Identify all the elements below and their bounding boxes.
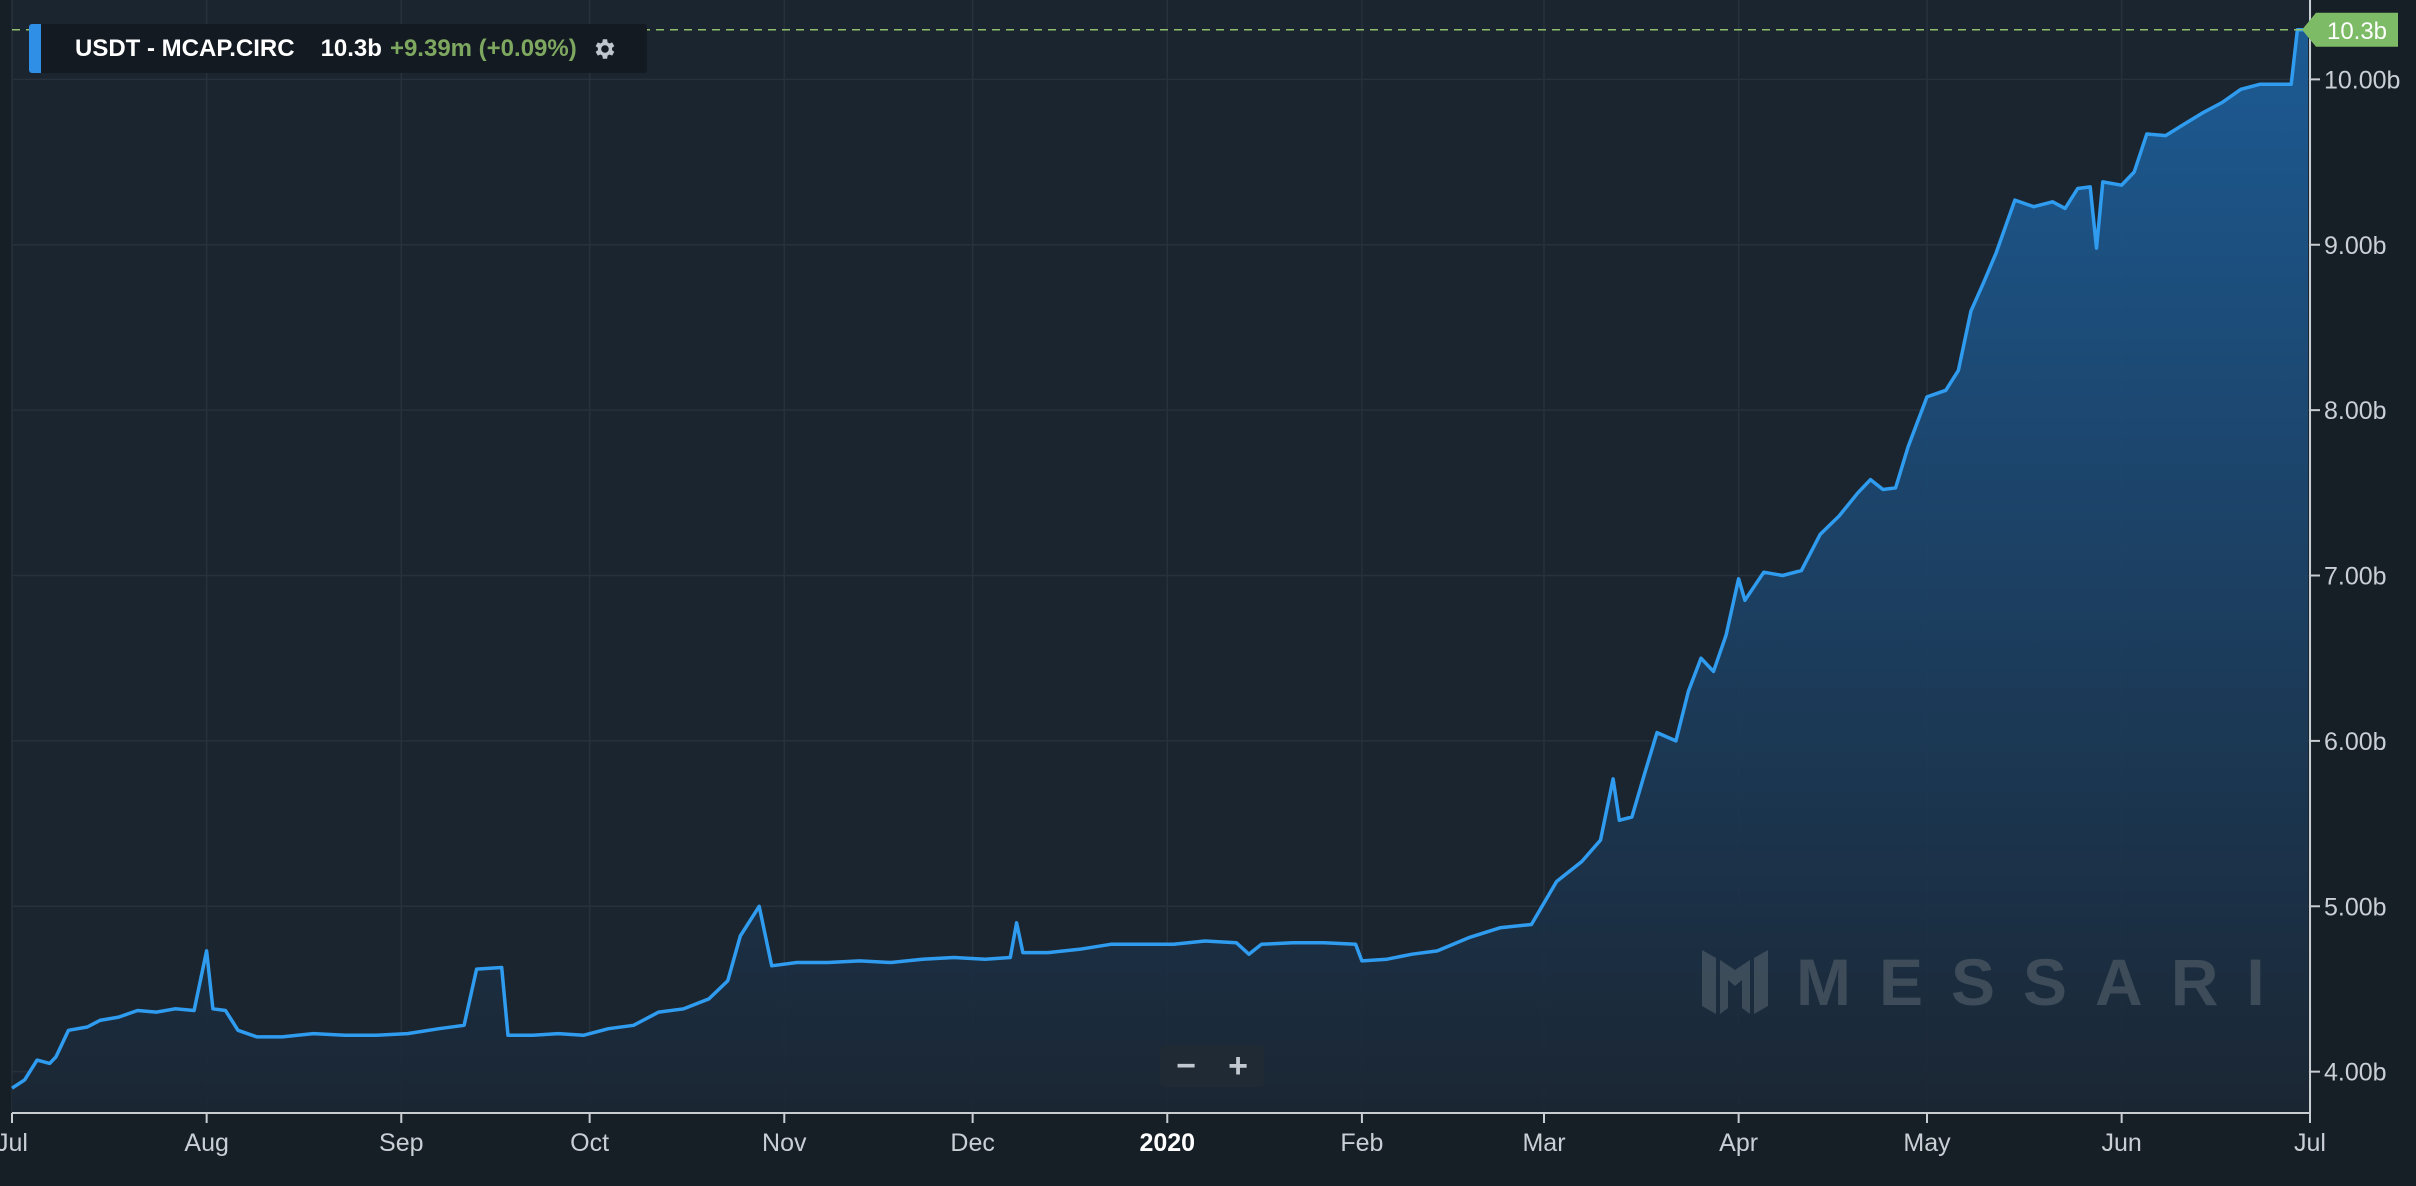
- x-tick-label: Aug: [184, 1129, 228, 1157]
- x-tick-label: Feb: [1340, 1129, 1383, 1157]
- series-color-swatch: [29, 24, 41, 73]
- x-tick-label: Apr: [1719, 1129, 1758, 1157]
- price-tag-label: 10.3b: [2327, 18, 2387, 45]
- series-line: [11, 28, 2308, 1090]
- x-tick-label: Mar: [1522, 1129, 1565, 1157]
- x-tick-label: Oct: [570, 1129, 609, 1157]
- x-tick-label: Jul: [0, 1129, 28, 1157]
- zoom-in-button[interactable]: +: [1228, 1047, 1248, 1085]
- y-tick-label: 5.00b: [2324, 893, 2387, 921]
- x-tick-label: Jun: [2101, 1129, 2141, 1157]
- series-legend: USDT - MCAP.CIRC 10.3b +9.39m (+0.09%): [29, 24, 647, 73]
- x-tick-label: Nov: [762, 1129, 807, 1157]
- series-name: USDT - MCAP.CIRC: [75, 34, 295, 62]
- zoom-controls: − +: [1160, 1045, 1264, 1087]
- y-tick-label: 6.00b: [2324, 728, 2387, 756]
- y-tick-label: 10.00b: [2324, 66, 2400, 94]
- y-tick-label: 9.00b: [2324, 232, 2387, 260]
- gear-icon[interactable]: [591, 36, 617, 62]
- x-tick-label: 2020: [1139, 1129, 1195, 1157]
- y-tick-label: 7.00b: [2324, 563, 2387, 591]
- x-tick-label: Jul: [2294, 1129, 2326, 1157]
- zoom-out-button[interactable]: −: [1176, 1047, 1196, 1085]
- price-tag-shape: [2302, 12, 2398, 47]
- x-tick-label: Sep: [379, 1129, 423, 1157]
- watermark-text: MESSARI: [1796, 945, 2293, 1019]
- series-current-value: 10.3b: [320, 34, 382, 62]
- last-value-tag: 10.3b: [2302, 12, 2398, 47]
- series-change: +9.39m (+0.09%): [389, 34, 577, 62]
- x-tick-label: Dec: [950, 1129, 994, 1157]
- messari-watermark: MESSARI: [1702, 945, 2293, 1019]
- series-area: [12, 29, 2308, 1113]
- messari-logo-icon: [1702, 950, 1768, 1014]
- y-tick-label: 4.00b: [2324, 1059, 2387, 1087]
- y-tick-label: 8.00b: [2324, 397, 2387, 425]
- x-tick-label: May: [1903, 1129, 1951, 1157]
